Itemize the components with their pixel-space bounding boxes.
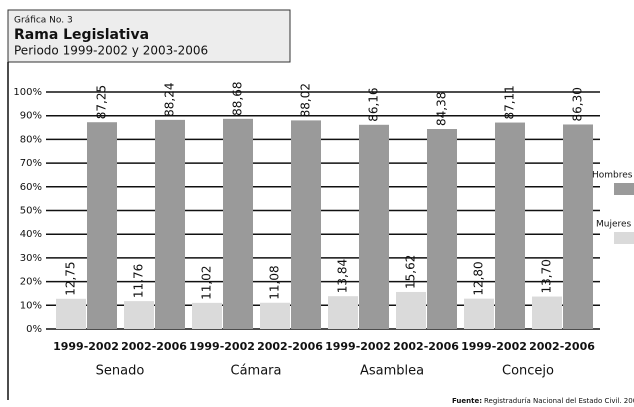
group-label: Concejo xyxy=(502,364,554,379)
y-tick-label: 20% xyxy=(20,277,42,288)
group-label: Cámara xyxy=(231,364,282,379)
bar xyxy=(396,291,426,329)
bar xyxy=(87,122,117,329)
bar xyxy=(532,296,562,329)
value-label: 87,11 xyxy=(503,85,517,119)
bar xyxy=(563,124,593,330)
x-tick-label: 2002-2006 xyxy=(529,340,595,353)
value-label: 84,38 xyxy=(435,92,449,126)
header-box xyxy=(7,9,291,63)
bar xyxy=(427,129,457,329)
y-tick-label: 0% xyxy=(26,324,42,335)
y-tick-label: 90% xyxy=(20,111,42,122)
bar xyxy=(260,302,290,329)
bar xyxy=(359,124,389,329)
legend-label: Hombres xyxy=(592,171,633,181)
y-tick-label: 40% xyxy=(20,229,42,240)
value-label: 11,02 xyxy=(200,266,214,300)
value-label: 13,70 xyxy=(540,259,554,293)
bar xyxy=(291,120,321,329)
bar xyxy=(155,119,185,329)
bar xyxy=(328,296,358,329)
y-tick-label: 50% xyxy=(20,206,42,217)
y-tick-label: 100% xyxy=(13,87,42,98)
value-label: 13,84 xyxy=(336,259,350,293)
legend-swatch xyxy=(614,183,634,195)
legend-label: Mujeres xyxy=(596,220,632,230)
bar xyxy=(223,118,253,329)
bar xyxy=(464,298,494,329)
x-tick-label: 2002-2006 xyxy=(257,340,323,353)
value-label: 88,02 xyxy=(299,83,313,117)
value-label: 12,80 xyxy=(472,261,486,295)
source-label: Fuente: xyxy=(452,397,482,405)
y-tick-label: 70% xyxy=(20,158,42,169)
value-label: 86,30 xyxy=(571,87,585,121)
value-label: 87,25 xyxy=(95,85,109,119)
value-label: 11,76 xyxy=(132,264,146,298)
legend-swatch xyxy=(614,232,634,244)
group-label: Asamblea xyxy=(360,364,424,379)
y-tick-label: 80% xyxy=(20,134,42,145)
y-tick-label: 60% xyxy=(20,182,42,193)
bar xyxy=(124,301,154,329)
chart-title: Rama Legislativa xyxy=(14,27,149,43)
value-label: 12,75 xyxy=(64,261,78,295)
x-tick-label: 2002-2006 xyxy=(393,340,459,353)
y-tick-label: 10% xyxy=(20,300,42,311)
value-label: 11,08 xyxy=(268,265,282,299)
x-tick-label: 2002-2006 xyxy=(121,340,187,353)
x-tick-label: 1999-2002 xyxy=(325,340,391,353)
chart-number: Gráfica No. 3 xyxy=(14,16,73,26)
bar xyxy=(56,298,86,329)
value-label: 88,24 xyxy=(163,83,177,117)
source-text: Registraduría Nacional del Estado Civil.… xyxy=(484,397,634,405)
bar xyxy=(192,302,222,329)
value-label: 15,62 xyxy=(404,255,418,289)
value-label: 88,68 xyxy=(231,81,245,115)
group-label: Senado xyxy=(96,364,145,379)
x-tick-label: 1999-2002 xyxy=(461,340,527,353)
bar xyxy=(495,122,525,329)
y-tick-label: 30% xyxy=(20,253,42,264)
chart-subtitle: Periodo 1999-2002 y 2003-2006 xyxy=(14,44,208,58)
x-tick-label: 1999-2002 xyxy=(189,340,255,353)
value-label: 86,16 xyxy=(367,87,381,121)
x-tick-label: 1999-2002 xyxy=(53,340,119,353)
